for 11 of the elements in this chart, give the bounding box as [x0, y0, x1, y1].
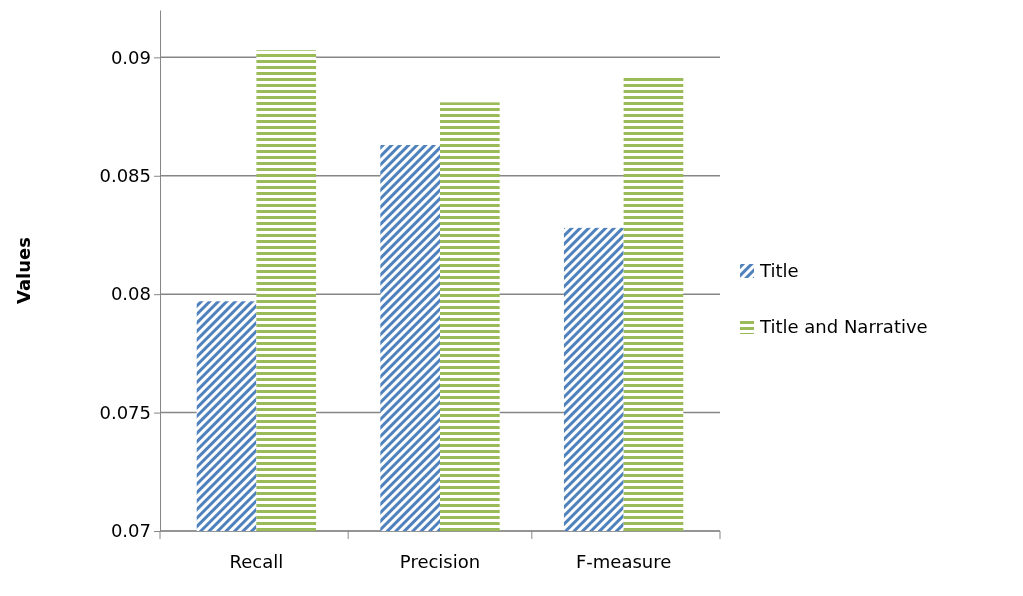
x-tick-label: F-measure — [575, 551, 672, 573]
y-tick-label: 0.085 — [99, 165, 151, 187]
x-tick-label: Recall — [229, 551, 284, 573]
y-axis-title: Values — [13, 237, 34, 304]
x-tick-label: Precision — [399, 551, 481, 573]
y-tick-label: 0.09 — [110, 46, 151, 68]
y-tick-label: 0.08 — [110, 283, 151, 305]
legend-label: Title and Narrative — [759, 316, 928, 337]
y-tick-label: 0.07 — [110, 520, 151, 542]
y-tick-label: 0.075 — [99, 401, 151, 423]
legend-label: Title — [759, 260, 799, 281]
